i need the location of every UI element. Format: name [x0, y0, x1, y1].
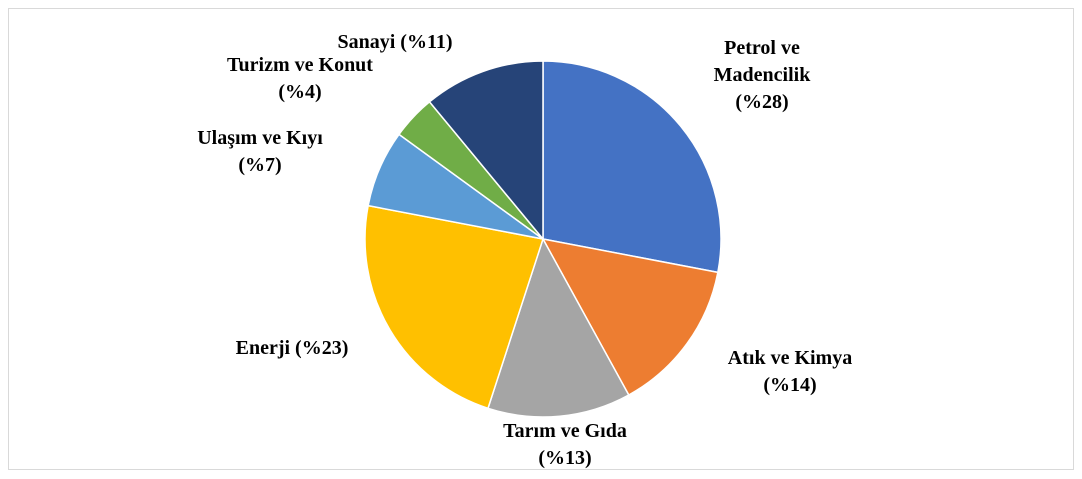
- category-label: Petrol ve Madencilik: [713, 37, 811, 86]
- value-label: (%11): [400, 31, 453, 53]
- category-label: Ulaşım ve Kıyı: [197, 127, 323, 149]
- pie-slice: [487, 237, 630, 418]
- category-label: Atık ve Kimya: [727, 347, 853, 369]
- pie-slice: [541, 237, 719, 397]
- value-label: (%4): [278, 81, 322, 103]
- category-label: Sanayi: [337, 31, 396, 53]
- pie-slice: [364, 204, 544, 410]
- pie-slice: [428, 60, 544, 242]
- chart-frame: [8, 8, 1074, 470]
- value-label: (%23): [295, 337, 349, 359]
- slice-label: Ulaşım ve Kıyı (%7): [170, 125, 350, 179]
- slice-label: Atık ve Kimya (%14): [690, 345, 890, 399]
- slice-label: Turizm ve Konut (%4): [200, 52, 400, 106]
- slice-label: Enerji (%23): [182, 335, 402, 362]
- value-label: (%14): [763, 374, 817, 396]
- slice-label: Petrol ve Madencilik (%28): [702, 35, 822, 116]
- category-label: Turizm ve Konut: [227, 54, 373, 76]
- pie-slice: [542, 60, 722, 274]
- value-label: (%13): [538, 447, 592, 469]
- slice-label: Sanayi (%11): [295, 29, 495, 56]
- category-label: Tarım ve Gıda: [503, 420, 627, 442]
- slice-label: Tarım ve Gıda (%13): [465, 418, 665, 472]
- value-label: (%28): [735, 91, 789, 113]
- category-label: Enerji: [235, 337, 291, 359]
- value-label: (%7): [238, 154, 282, 176]
